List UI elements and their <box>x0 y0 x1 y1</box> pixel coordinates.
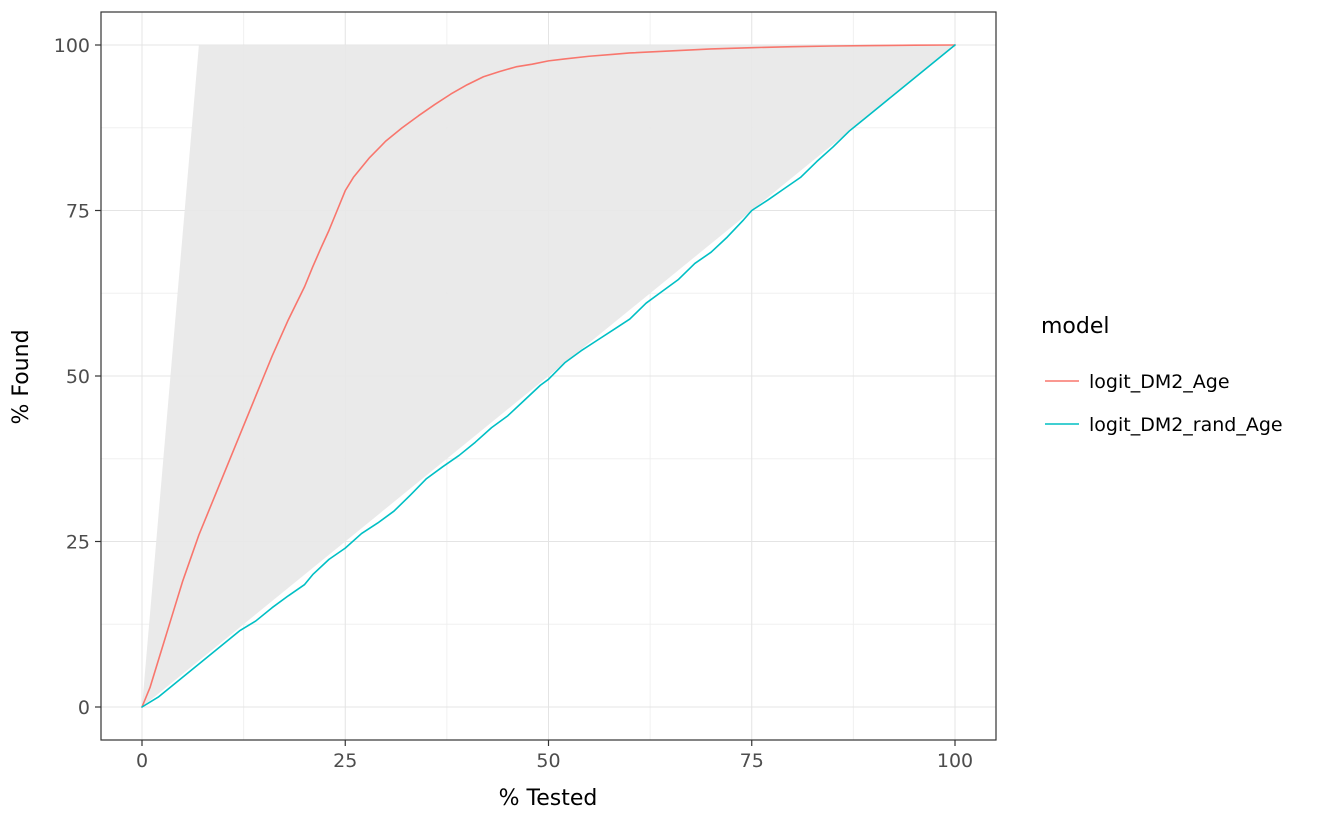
legend-title: model <box>1041 314 1110 339</box>
y-tick-label: 100 <box>54 35 90 57</box>
x-axis-title: % Tested <box>499 786 598 811</box>
x-tick-label: 25 <box>333 750 357 772</box>
y-axis-title: % Found <box>9 329 34 424</box>
x-tick-label: 50 <box>536 750 560 772</box>
legend-item: logit_DM2_rand_Age <box>1045 414 1283 436</box>
y-tick-label: 25 <box>66 532 90 554</box>
legend-label-series-2: logit_DM2_rand_Age <box>1089 414 1283 436</box>
y-tick-label: 75 <box>66 201 90 223</box>
series-line-logit_DM2_Age <box>141 44 956 708</box>
x-tick-label: 75 <box>740 750 764 772</box>
legend-item: logit_DM2_Age <box>1045 371 1230 393</box>
legend: model logit_DM2_Age logit_DM2_rand_Age <box>1041 314 1283 436</box>
x-tick-label: 100 <box>937 750 973 772</box>
series-line-logit_DM2_rand_Age <box>141 44 956 708</box>
legend-label-series-1: logit_DM2_Age <box>1089 371 1230 393</box>
x-tick-label: 0 <box>136 750 148 772</box>
plot-area: 0 25 50 75 100 0 25 50 75 100 <box>54 11 997 772</box>
y-tick-label: 0 <box>78 697 90 719</box>
y-tick-label: 50 <box>66 366 90 388</box>
